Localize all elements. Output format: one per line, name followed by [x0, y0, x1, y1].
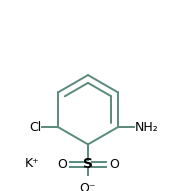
Text: O: O — [57, 158, 67, 171]
Text: K⁺: K⁺ — [25, 157, 40, 170]
Text: S: S — [83, 157, 93, 171]
Text: Cl: Cl — [29, 121, 42, 134]
Text: NH₂: NH₂ — [134, 121, 158, 134]
Text: O: O — [109, 158, 119, 171]
Text: O⁻: O⁻ — [80, 182, 96, 191]
